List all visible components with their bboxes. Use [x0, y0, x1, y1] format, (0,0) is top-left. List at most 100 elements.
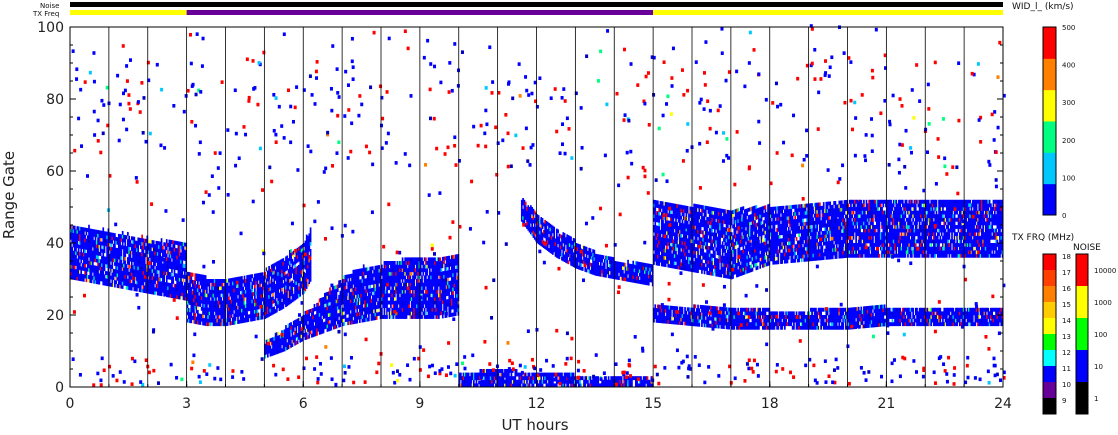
echo-cell [347, 321, 350, 326]
echo-cell [366, 317, 369, 322]
echo-cell [246, 314, 248, 319]
echo-cell [71, 239, 73, 244]
echo-cell [86, 274, 89, 279]
echo-cell [445, 259, 448, 264]
echo-cell [182, 253, 185, 257]
echo-cell [448, 298, 451, 303]
echo-cell [265, 289, 268, 293]
echo-cell [664, 212, 667, 217]
echo-cell [194, 276, 197, 281]
echo-cell [344, 296, 347, 301]
echo-cell [169, 261, 172, 266]
echo-cell [196, 288, 199, 293]
echo-cell [285, 288, 287, 293]
echo-cell [647, 263, 650, 268]
echo-cell [358, 315, 361, 320]
echo-cell [73, 232, 76, 237]
echo-cell [404, 297, 407, 301]
echo-cell [164, 264, 167, 269]
echo-cell [599, 254, 602, 259]
echo-cell [439, 279, 442, 283]
echo-cell [189, 275, 191, 280]
echo-cell [362, 289, 365, 294]
echo-cell [594, 257, 597, 262]
echo-cell [432, 289, 435, 294]
echo-cell [93, 268, 96, 273]
echo-cell [108, 279, 111, 283]
echo-cell [93, 243, 96, 248]
echo-cell [75, 254, 77, 259]
echo-cell [77, 226, 80, 231]
echo-cell [263, 300, 265, 305]
echo-cell [220, 304, 223, 309]
echo-cell [154, 276, 156, 281]
echo-cell [434, 282, 436, 287]
echo-cell [167, 282, 169, 287]
echo-cell [143, 263, 146, 268]
echo-cell [672, 232, 675, 237]
echo-cell [123, 249, 125, 254]
echo-cell [452, 280, 454, 285]
echo-cell [189, 297, 191, 302]
echo-cell [252, 309, 255, 314]
echo-cell [225, 282, 228, 287]
echo-cell [160, 285, 163, 289]
echo-cell [386, 297, 388, 301]
echo-cell [338, 294, 340, 299]
echo-cell [366, 303, 369, 308]
echo-cell [662, 208, 664, 213]
echo-cell [370, 302, 373, 307]
echo-cell [404, 261, 407, 265]
echo-cell [659, 201, 662, 205]
echo-cell [619, 269, 622, 274]
echo-cell [430, 275, 432, 280]
echo-cell [675, 254, 677, 259]
echo-cell [418, 304, 421, 309]
echo-cell [114, 258, 116, 263]
echo-cell [335, 313, 338, 318]
echo-cell [435, 279, 438, 283]
echo-cell [70, 243, 72, 247]
echo-cell [136, 287, 138, 292]
echo-cell [392, 293, 395, 298]
echo-cell [221, 307, 224, 312]
echo-cell [168, 239, 171, 244]
echo-cell [663, 216, 666, 221]
echo-cell [438, 261, 440, 265]
echo-cell [602, 262, 605, 267]
echo-cell [672, 246, 675, 251]
echo-cell [155, 258, 158, 263]
echo-cell [655, 254, 658, 259]
echo-cell [156, 262, 159, 267]
echo-cell [457, 257, 460, 262]
echo-cell [422, 268, 425, 273]
echo-cell [361, 286, 364, 291]
echo-cell [104, 238, 107, 243]
echo-cell [654, 218, 657, 222]
echo-cell [266, 288, 269, 293]
echo-cell [259, 315, 261, 320]
echo-cell [75, 243, 77, 248]
echo-cell [76, 237, 79, 241]
echo-cell [414, 261, 417, 265]
echo-cell [123, 238, 125, 243]
echo-cell [107, 253, 110, 258]
echo-cell [272, 310, 274, 315]
echo-cell [439, 282, 442, 287]
echo-cell [396, 279, 399, 283]
echo-cell [230, 288, 233, 293]
echo-cell [436, 315, 439, 319]
echo-cell [279, 259, 282, 264]
echo-cell [348, 288, 351, 293]
echo-cell [338, 320, 340, 324]
echo-cell [588, 262, 591, 267]
echo-cell [116, 240, 119, 245]
echo-cell [668, 220, 671, 225]
echo-cell [252, 313, 255, 318]
echo-cell [342, 297, 344, 301]
echo-cell [295, 340, 298, 345]
echo-cell [401, 279, 404, 283]
echo-cell [423, 286, 426, 291]
echo-cell [127, 267, 129, 272]
echo-cell [299, 338, 302, 343]
